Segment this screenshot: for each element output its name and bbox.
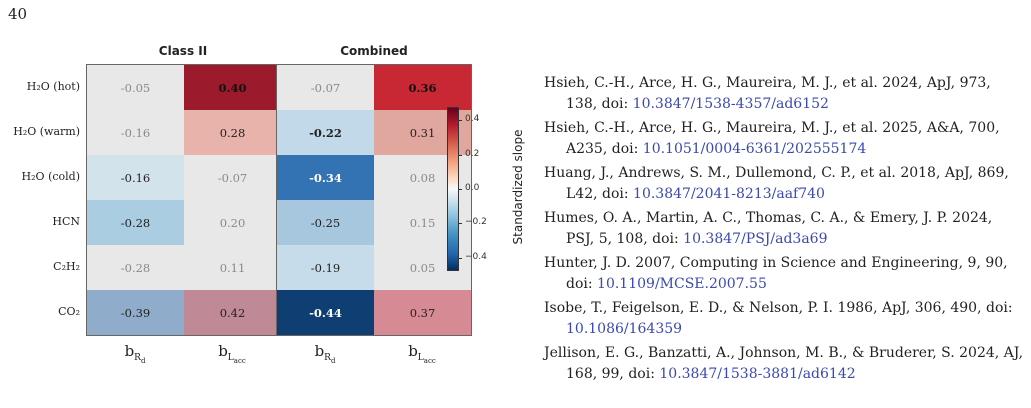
heatmap-cell: -0.28 [87, 200, 184, 245]
heatmap-cell: -0.25 [277, 200, 374, 245]
heatmap-cell: -0.39 [87, 290, 184, 335]
heatmap-cell: 0.20 [184, 200, 281, 245]
heatmap-cell: -0.19 [277, 245, 374, 290]
panel-title-class-ii: Class II [158, 44, 208, 58]
row-label: H₂O (cold) [21, 170, 80, 183]
doi-link[interactable]: 10.3847/1538-3881/ad6142 [659, 366, 856, 382]
heatmap-cell: 0.40 [184, 65, 281, 110]
row-label: CO₂ [58, 305, 80, 318]
reference-entry: Hsieh, C.-H., Arce, H. G., Maureira, M. … [544, 118, 1024, 160]
column-label: bRd [314, 342, 336, 365]
column-label: bRd [124, 342, 146, 365]
row-label: HCN [52, 215, 80, 228]
page-number: 40 [8, 5, 28, 23]
colorbar-tick [458, 189, 462, 190]
panel-title-combined: Combined [340, 44, 408, 58]
reference-text: Humes, O. A., Martin, A. C., Thomas, C. … [544, 210, 993, 247]
doi-link[interactable]: 10.3847/PSJ/ad3a69 [683, 231, 828, 247]
colorbar-title: Standardized slope [511, 129, 525, 245]
row-label: H₂O (hot) [26, 80, 80, 93]
row-label: C₂H₂ [53, 260, 80, 273]
reference-entry: Huang, J., Andrews, S. M., Dullemond, C.… [544, 163, 1024, 205]
colorbar-tick [458, 120, 462, 122]
heatmap-cell: -0.44 [277, 290, 374, 335]
doi-link[interactable]: 10.1051/0004-6361/202555174 [642, 141, 867, 157]
colorbar-tick-label: −0.2 [465, 217, 487, 228]
heatmap-combined: -0.07 0.36 -0.22 0.31 -0.34 0.08 -0.25 0.15 -0.1… [276, 64, 472, 336]
reference-entry: Hunter, J. D. 2007, Computing in Science… [544, 253, 1024, 295]
heatmap-cell: 0.36 [374, 65, 471, 110]
reference-text: Huang, J., Andrews, S. M., Dullemond, C.… [544, 165, 1009, 202]
colorbar-tick [458, 257, 462, 259]
heatmap-cell: -0.16 [87, 110, 184, 155]
colorbar-tick [458, 154, 462, 156]
reference-entry: Hsieh, C.-H., Arce, H. G., Maureira, M. … [544, 73, 1024, 115]
heatmap-class-ii: -0.05 0.40 -0.16 0.28 -0.16 -0.07 -0.28 0.20 -0.… [86, 64, 282, 336]
colorbar-tick-label: 0.0 [465, 183, 480, 193]
heatmap-cell: 0.37 [374, 290, 471, 335]
reference-text: Hsieh, C.-H., Arce, H. G., Maureira, M. … [544, 120, 1000, 157]
heatmap-cell: -0.28 [87, 245, 184, 290]
reference-entry: Jellison, E. G., Banzatti, A., Johnson, … [544, 343, 1024, 385]
heatmap-cell: -0.07 [184, 155, 281, 200]
colorbar-tick-label: 0.2 [465, 148, 480, 159]
reference-text: Isobe, T., Feigelson, E. D., & Nelson, P… [544, 300, 1013, 316]
heatmap-cell: -0.34 [277, 155, 374, 200]
reference-entry: Isobe, T., Feigelson, E. D., & Nelson, P… [544, 298, 1024, 340]
heatmap-cell: 0.11 [184, 245, 281, 290]
colorbar-tick-label: 0.4 [465, 114, 480, 125]
reference-entry: Humes, O. A., Martin, A. C., Thomas, C. … [544, 208, 1024, 250]
row-label: H₂O (warm) [13, 125, 80, 138]
colorbar-tick [458, 223, 462, 225]
column-label: bLacc [408, 342, 436, 365]
heatmap-cell: -0.07 [277, 65, 374, 110]
heatmap-cell: -0.05 [87, 65, 184, 110]
reference-text: Hunter, J. D. 2007, Computing in Science… [544, 255, 1008, 292]
doi-link[interactable]: 10.3847/2041-8213/aaf740 [633, 186, 825, 202]
heatmap-cell: -0.22 [277, 110, 374, 155]
reference-text: Hsieh, C.-H., Arce, H. G., Maureira, M. … [544, 75, 991, 112]
colorbar-tick-label: −0.4 [465, 251, 487, 262]
reference-text: Jellison, E. G., Banzatti, A., Johnson, … [544, 345, 1024, 382]
doi-link[interactable]: 10.3847/1538-4357/ad6152 [632, 96, 829, 112]
doi-link[interactable]: 10.1086/164359 [566, 321, 683, 337]
reference-list: Hsieh, C.-H., Arce, H. G., Maureira, M. … [544, 73, 1024, 388]
row-labels: H₂O (hot) H₂O (warm) H₂O (cold) HCN C₂H₂ CO₂ [0, 64, 86, 336]
column-label: bLacc [218, 342, 246, 365]
heatmap-cell: 0.42 [184, 290, 281, 335]
doi-link[interactable]: 10.1109/MCSE.2007.55 [597, 276, 767, 292]
heatmap-cell: -0.16 [87, 155, 184, 200]
heatmap-cell: 0.28 [184, 110, 281, 155]
